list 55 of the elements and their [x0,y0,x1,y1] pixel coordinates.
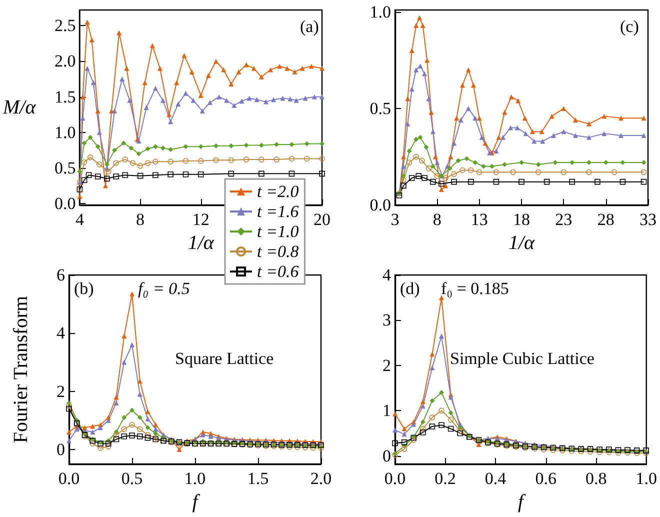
y-tick-label: 0.0 [370,196,391,214]
x-tick-label: 0.2 [434,469,456,488]
y-tick-label: 1 [382,401,391,420]
annotation: Simple Cubic Lattice [450,349,594,368]
x-tick-label: 33 [640,210,656,229]
y-axis-title: M/α [2,96,36,118]
x-tick-label: 1.5 [247,469,269,488]
y-tick-label: 0 [56,440,65,459]
annotation: f₀ = 0.5 [138,279,190,298]
x-tick-label: 0.4 [484,469,507,488]
x-tick-label: 2.0 [310,469,332,488]
y-tick-label: 1.0 [54,122,76,142]
annotation: (c) [620,17,639,36]
x-tick-label: 0.5 [121,469,143,488]
legend-label: t =2.0 [257,182,300,201]
x-tick-label: 20 [314,210,330,229]
y-tick-label: 0.0 [54,194,76,214]
y-tick-label: 4 [56,324,66,343]
legend-label: t =1.6 [257,202,300,221]
x-tick-label: 0.8 [585,469,607,488]
x-tick-label: 0.6 [535,469,556,488]
x-tick-label: 1.0 [184,469,206,488]
annotation: Square Lattice [175,349,274,368]
y-tick-label: 3 [382,310,391,330]
x-tick-label: 13 [470,210,488,229]
x-tick-label: 28 [597,210,614,229]
x-tick-label: 12 [192,210,210,229]
y-tick-label: 6 [56,266,65,284]
y-tick-label: 0 [382,446,391,466]
legend-label: t =0.6 [257,262,300,281]
y-tick-label: 2 [56,382,65,401]
x-axis-title: f [518,491,526,513]
y-tick-label: 2.0 [54,52,76,71]
x-axis-title: f [192,491,200,513]
y-tick-label: 4 [382,266,392,284]
x-tick-label: 8 [136,210,145,229]
y-tick-label: 2 [382,356,391,375]
legend-label: t =1.0 [257,222,300,241]
y-tick-label: 1.5 [54,87,76,106]
x-axis-title: 1/α [508,232,536,254]
x-tick-label: 8 [432,210,442,229]
x-axis-title: 1/α [188,232,214,254]
legend-label: t =0.8 [257,242,300,261]
x-tick-label: 18 [513,210,530,229]
y-tick-label: 1.0 [370,2,391,22]
annotation: (d) [400,279,420,298]
annotation: f₀ = 0.185 [441,279,509,298]
annotation: (a) [300,17,319,36]
y-tick-label: 2.5 [54,16,76,36]
x-tick-label: 23 [555,210,572,229]
y-axis-title: Fourier Transform [10,295,32,444]
x-tick-label: 1.0 [636,469,657,488]
y-tick-label: 0.5 [54,158,76,178]
y-tick-label: 0.5 [370,98,391,118]
annotation: (b) [74,279,94,298]
